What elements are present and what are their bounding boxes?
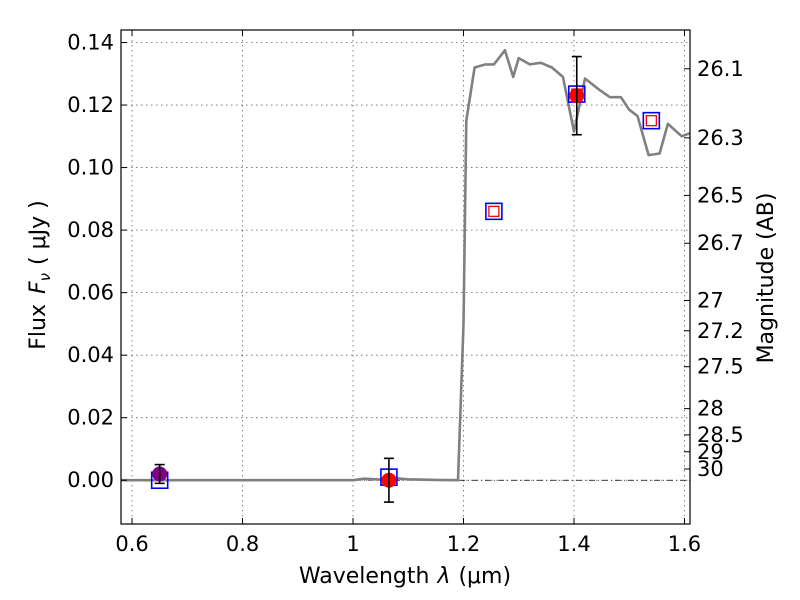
x-tick-label: 0.6 (115, 532, 148, 556)
model-sed-line (121, 50, 690, 480)
right-axis-tick-label: 26.3 (697, 126, 744, 150)
model-sed-layer (121, 50, 690, 480)
right-axis-tick-label: 27.5 (697, 355, 744, 379)
right-axis-tick-label: 26.5 (697, 183, 744, 207)
y-tick-label: 0.06 (67, 281, 114, 305)
x-tick-label: 1.4 (557, 532, 590, 556)
markers-layer (152, 57, 660, 503)
y-tick-label: 0.10 (67, 156, 114, 180)
plot-frame (121, 30, 690, 524)
grid (121, 30, 690, 524)
x-tick-label: 1 (346, 532, 359, 556)
x-axis-label: Wavelengthλ(μm) (299, 564, 511, 589)
y-axis-label: FluxFν( μJy ) (26, 200, 54, 349)
x-tick-label: 1.2 (447, 532, 480, 556)
y-tick-label: 0.08 (67, 218, 114, 242)
right-axis-tick-label: 27 (697, 288, 724, 312)
right-axis-tick-label: 27.2 (697, 319, 744, 343)
y-tick-label: 0.14 (67, 31, 114, 55)
model-photometry-inner-square (489, 206, 499, 216)
y-tick-label: 0.04 (67, 343, 114, 367)
model-photometry-inner-square (646, 116, 656, 126)
y-tick-label: 0.02 (67, 406, 114, 430)
right-axis-tick-label: 26.1 (697, 57, 744, 81)
right-axis-tick-label: 30 (697, 457, 724, 481)
right-axis-tick-label: 26.7 (697, 231, 744, 255)
y-tick-label: 0.12 (67, 93, 114, 117)
x-tick-label: 1.6 (668, 532, 701, 556)
x-tick-label: 0.8 (226, 532, 259, 556)
y-tick-label: 0.00 (67, 468, 114, 492)
sed-chart: 0.6 0.8 1 1.2 1.4 1.6 0.00 0.02 0.04 0.06 0.08 0.10… (0, 0, 800, 600)
right-axis-tick-label: 28 (697, 397, 724, 421)
right-axis-label: Magnitude (AB) (754, 193, 779, 364)
